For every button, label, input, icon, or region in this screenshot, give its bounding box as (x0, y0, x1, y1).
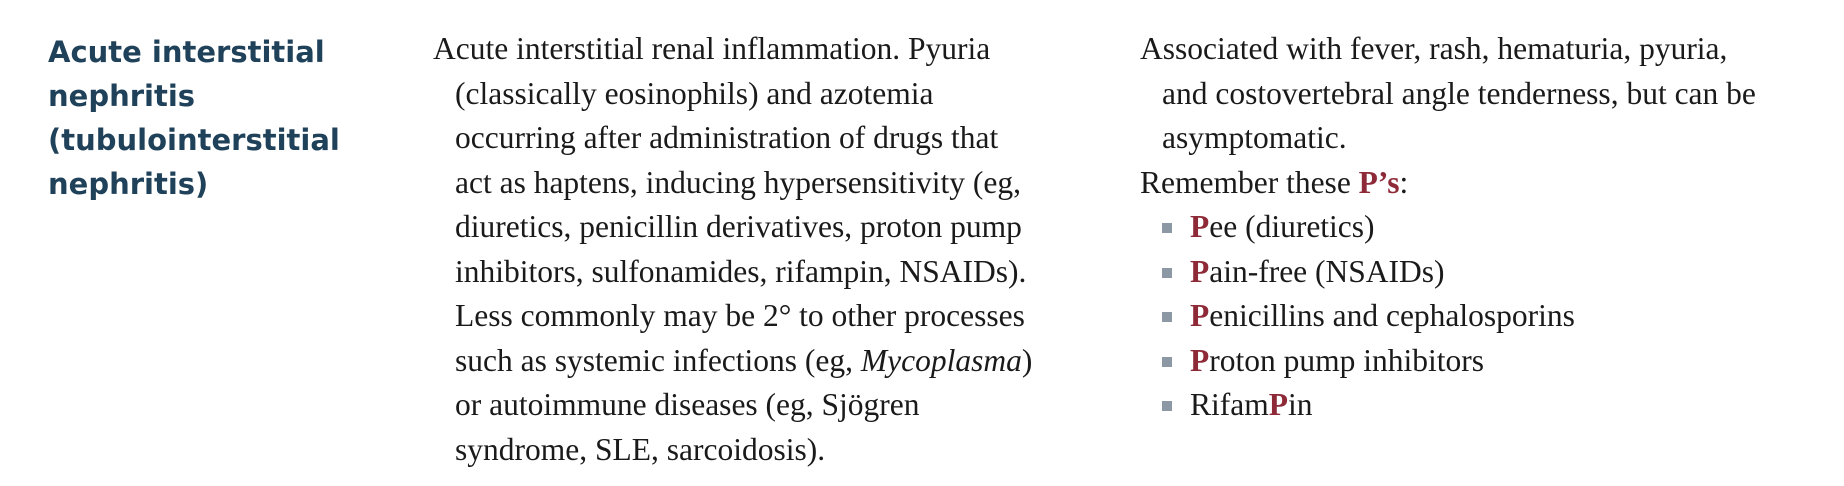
description-text: such as systemic infections (eg, (455, 342, 861, 378)
notes-column: Associated with fever, rash, hematuria, … (1140, 27, 1830, 428)
description-line: or autoimmune diseases (eg, Sjögren (455, 387, 920, 422)
mnemonic-letter: P (1190, 209, 1210, 244)
description-text: ) (1021, 342, 1033, 378)
list-item: Proton pump inhibitors (1140, 339, 1830, 384)
description-line: Less commonly may be 2° to other process… (455, 298, 1025, 333)
notes-line: Associated with fever, rash, hematuria, … (1140, 31, 1728, 66)
list-item: Pee (diuretics) (1140, 205, 1830, 250)
condition-heading: Acute interstitial nephritis (tubulointe… (48, 30, 378, 206)
mnemonic-text: ain-free (NSAIDs) (1209, 253, 1445, 289)
description-line: inhibitors, sulfonamides, rifampin, NSAI… (455, 253, 1027, 289)
list-item: Penicillins and cephalosporins (1140, 294, 1830, 339)
mnemonic-letter: P (1190, 342, 1210, 378)
square-bullet-icon (1162, 312, 1172, 322)
mnemonic-text: ee (diuretics) (1209, 209, 1375, 244)
description-line: such as systemic infections (eg, Mycopla… (433, 339, 1113, 384)
description-line: act as haptens, inducing hypersensitivit… (455, 164, 1021, 200)
square-bullet-icon (1162, 401, 1172, 411)
mnemonic-text: roton pump inhibitors (1209, 342, 1484, 378)
heading-line: (tubulointerstitial (48, 123, 340, 157)
mnemonic-letter: P (1268, 387, 1288, 422)
mnemonic-highlight: P’s (1358, 164, 1400, 200)
mnemonic-text: in (1288, 387, 1313, 422)
mnemonic-intro-colon: : (1399, 164, 1409, 200)
mnemonic-list: Pee (diuretics) Pain-free (NSAIDs) Penic… (1140, 205, 1830, 428)
description-line: syndrome, SLE, sarcoidosis). (455, 431, 826, 467)
mnemonic-text: Rifam (1190, 387, 1269, 422)
organism-name: Mycoplasma (860, 342, 1022, 378)
description-line: Acute interstitial renal inflammation. P… (433, 31, 991, 66)
description-line: diuretics, penicillin derivatives, proto… (455, 209, 1022, 244)
description-line: occurring after administration of drugs … (455, 120, 999, 155)
description-line: (classically eosinophils) and azotemia (455, 75, 934, 111)
square-bullet-icon (1162, 267, 1172, 278)
mnemonic-letter: P (1190, 298, 1210, 333)
heading-line: Acute interstitial (48, 35, 325, 69)
list-item: RifamPin (1140, 383, 1830, 428)
mnemonic-text: enicillins and cephalosporins (1209, 298, 1575, 333)
square-bullet-icon (1162, 223, 1172, 233)
mnemonic-intro-text: Remember these (1140, 164, 1359, 200)
list-item: Pain-free (NSAIDs) (1140, 250, 1830, 295)
notes-line: asymptomatic. (1162, 120, 1347, 155)
mnemonic-letter: P (1190, 253, 1210, 289)
mnemonic-intro: Remember these P’s: (1140, 161, 1830, 206)
heading-line: nephritis (48, 79, 196, 113)
heading-line: nephritis) (48, 167, 209, 201)
notes-line: and costovertebral angle tenderness, but… (1162, 75, 1756, 111)
square-bullet-icon (1162, 356, 1172, 367)
description-column: Acute interstitial renal inflammation. P… (433, 27, 1113, 472)
